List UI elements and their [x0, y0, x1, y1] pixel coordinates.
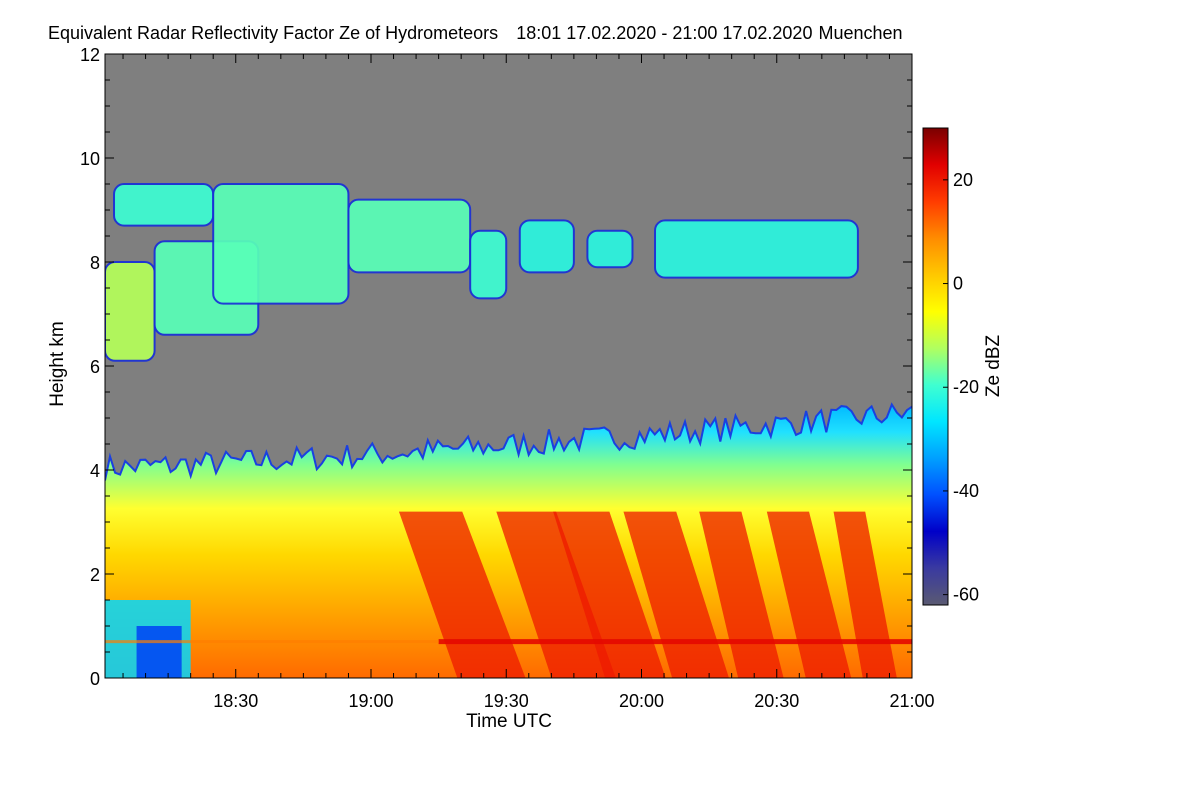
colorbar-tick-label: -20: [953, 377, 979, 397]
precipitation-streak: [623, 511, 729, 678]
y-tick-label: 4: [90, 461, 100, 481]
x-axis: 18:30 19:00 19:30 20:00 20:30 21:00: [122, 54, 935, 711]
y-tick-label: 8: [90, 253, 100, 273]
x-tick-label: 20:30: [754, 691, 799, 711]
y-tick-label: 0: [90, 669, 100, 689]
upper-cloud-cell: [347, 198, 472, 274]
upper-cloud-cell: [518, 219, 575, 274]
y-axis: 0 2 4 6 8 10 12: [80, 45, 912, 689]
chart-title: Equivalent Radar Reflectivity Factor Ze …: [48, 23, 903, 43]
chart-location: Muenchen: [818, 23, 902, 43]
upper-cloud-cell: [654, 219, 859, 279]
upper-cloud-cell: [212, 183, 350, 305]
precipitation-streak: [496, 511, 616, 678]
chart-time-range: 18:01 17.02.2020 - 21:00 17.02.2020: [516, 23, 812, 43]
precipitation-streak: [833, 511, 897, 678]
upper-cloud-cell: [113, 183, 215, 227]
reflectivity-field: [105, 183, 912, 678]
y-tick-label: 2: [90, 565, 100, 585]
upper-cloud-cell: [586, 229, 634, 269]
upper-cloud-cell: [105, 261, 156, 362]
chart-title-main: Equivalent Radar Reflectivity Factor Ze …: [48, 23, 498, 43]
plot-area: [105, 54, 912, 678]
precipitation-streak: [766, 511, 852, 678]
colorbar: -60 -40 -20 0 20 Ze dBZ: [922, 127, 1004, 606]
x-tick-label: 19:30: [484, 691, 529, 711]
y-tick-label: 12: [80, 45, 100, 65]
upper-cloud-cell: [469, 229, 508, 300]
colorbar-tick-label: 20: [953, 170, 973, 190]
colorbar-tick-label: -40: [953, 481, 979, 501]
echo-top-edge: [105, 402, 912, 481]
colorbar-scale: [922, 127, 949, 606]
precipitation-streak: [553, 511, 666, 678]
colorbar-tick-label: -60: [953, 585, 979, 605]
x-axis-label: Time UTC: [466, 711, 552, 732]
y-tick-label: 6: [90, 357, 100, 377]
precipitation-streak: [398, 511, 526, 678]
y-axis-label: Height km: [47, 321, 68, 407]
x-tick-label: 20:00: [619, 691, 664, 711]
y-tick-label: 10: [80, 149, 100, 169]
very-weak-echo-region: [136, 626, 182, 678]
colorbar-tick-label: 0: [953, 274, 963, 294]
colorbar-label: Ze dBZ: [983, 334, 1004, 397]
colorbar-ticks: -60 -40 -20 0 20: [943, 170, 979, 605]
x-tick-label: 19:00: [348, 691, 393, 711]
x-tick-label: 18:30: [213, 691, 258, 711]
x-tick-label: 21:00: [889, 691, 934, 711]
precipitation-streak: [699, 511, 784, 678]
